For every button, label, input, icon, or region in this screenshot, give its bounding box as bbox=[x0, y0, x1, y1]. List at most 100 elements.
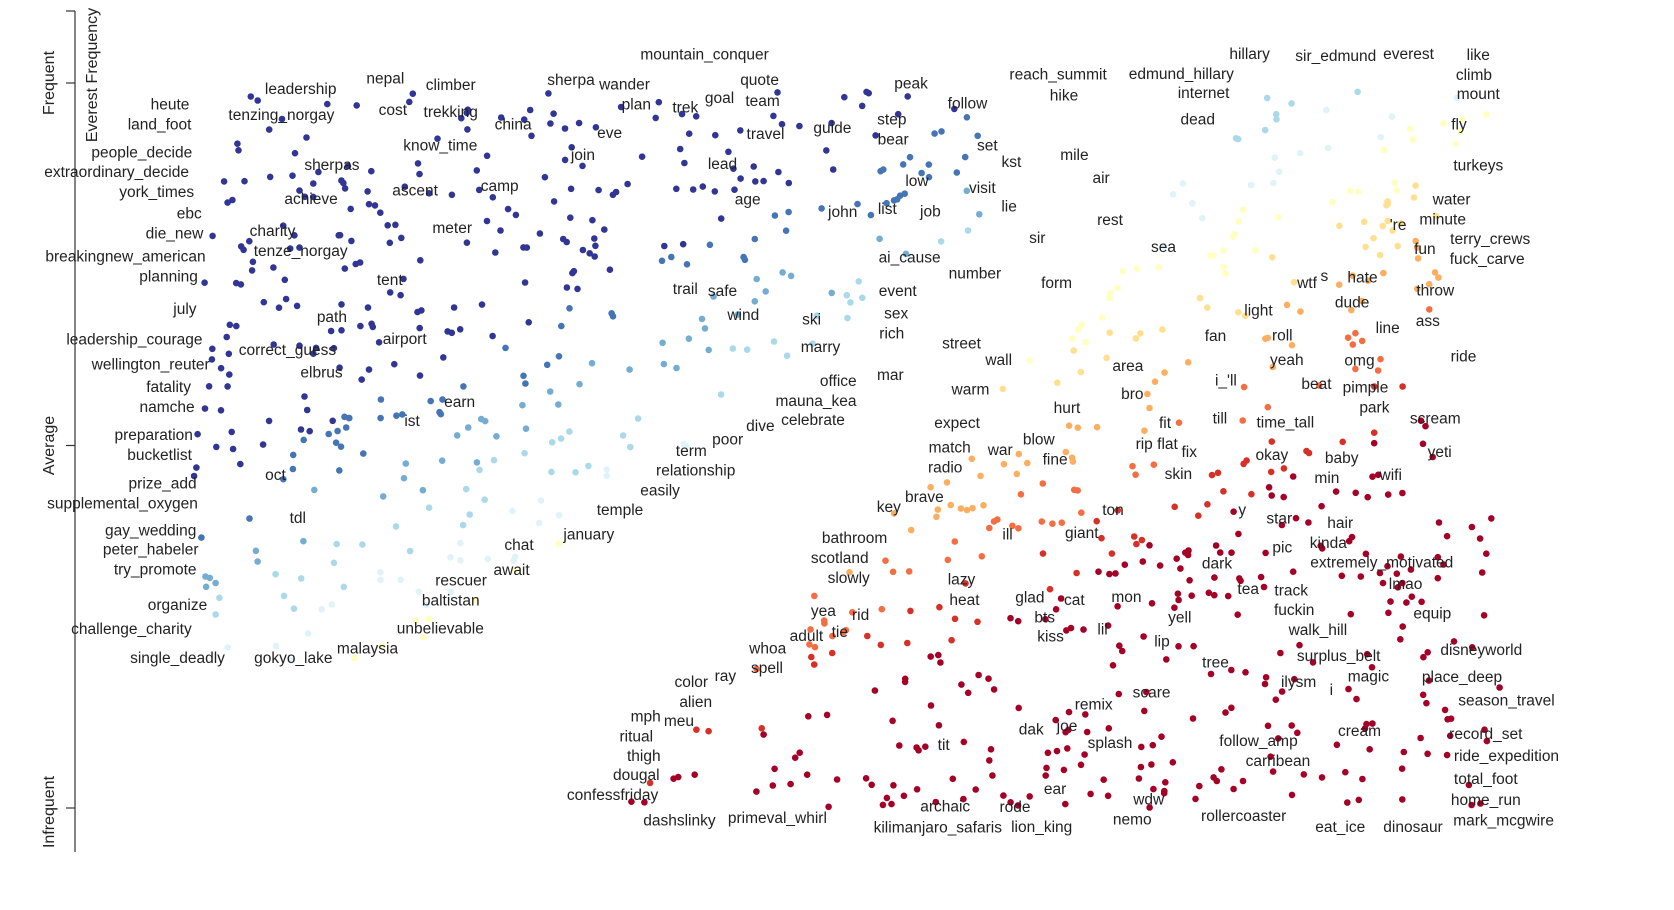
data-point[interactable] bbox=[358, 376, 366, 383]
data-point[interactable] bbox=[1222, 270, 1229, 277]
data-point[interactable] bbox=[1073, 569, 1080, 577]
data-point[interactable] bbox=[1229, 233, 1237, 240]
data-point[interactable] bbox=[1053, 747, 1061, 755]
data-point[interactable] bbox=[725, 148, 732, 156]
data-point[interactable] bbox=[762, 288, 769, 295]
data-point[interactable] bbox=[1370, 439, 1378, 447]
term-label[interactable]: malaysia bbox=[337, 640, 399, 657]
data-point[interactable] bbox=[289, 465, 297, 473]
data-point[interactable] bbox=[1149, 741, 1157, 749]
term-label[interactable]: january bbox=[562, 527, 614, 544]
term-label[interactable]: wellington_reuter bbox=[91, 356, 210, 373]
data-point[interactable] bbox=[864, 632, 871, 640]
data-point[interactable] bbox=[275, 304, 283, 312]
term-label[interactable]: kilimanjaro_safaris bbox=[874, 820, 1003, 837]
data-point[interactable] bbox=[329, 417, 337, 425]
data-point[interactable] bbox=[935, 722, 943, 729]
data-point[interactable] bbox=[947, 501, 954, 509]
data-point[interactable] bbox=[681, 159, 688, 167]
data-point[interactable] bbox=[1146, 404, 1153, 412]
data-point[interactable] bbox=[1318, 774, 1326, 781]
term-label[interactable]: office bbox=[820, 373, 857, 390]
data-point[interactable] bbox=[1114, 603, 1121, 610]
data-point[interactable] bbox=[483, 217, 491, 225]
data-point[interactable] bbox=[699, 183, 707, 190]
data-point[interactable] bbox=[386, 239, 394, 247]
term-label[interactable]: nemo bbox=[1113, 811, 1152, 828]
data-point[interactable] bbox=[1069, 458, 1077, 465]
term-label[interactable]: wdw bbox=[1132, 792, 1165, 809]
data-point[interactable] bbox=[1074, 326, 1082, 333]
term-label[interactable]: easily bbox=[640, 482, 680, 499]
data-point[interactable] bbox=[1408, 593, 1416, 600]
term-label[interactable]: try_promote bbox=[114, 562, 197, 579]
data-point[interactable] bbox=[1374, 367, 1382, 374]
data-point[interactable] bbox=[555, 540, 563, 547]
data-point[interactable] bbox=[1114, 507, 1122, 514]
term-label[interactable]: wind bbox=[726, 307, 759, 324]
data-point[interactable] bbox=[497, 114, 505, 121]
data-point[interactable] bbox=[1133, 265, 1141, 272]
data-point[interactable] bbox=[1080, 626, 1087, 633]
data-point[interactable] bbox=[1432, 212, 1440, 220]
data-point[interactable] bbox=[1058, 519, 1066, 526]
data-point[interactable] bbox=[933, 513, 940, 521]
data-point[interactable] bbox=[1422, 422, 1429, 430]
data-point[interactable] bbox=[705, 346, 712, 354]
data-point[interactable] bbox=[879, 801, 887, 809]
term-label[interactable]: hair bbox=[1327, 515, 1353, 532]
data-point[interactable] bbox=[412, 616, 420, 624]
data-point[interactable] bbox=[698, 315, 706, 323]
data-point[interactable] bbox=[311, 486, 318, 494]
term-label[interactable]: splash bbox=[1088, 735, 1133, 752]
data-point[interactable] bbox=[905, 568, 913, 575]
data-point[interactable] bbox=[1098, 534, 1105, 542]
data-point[interactable] bbox=[462, 485, 470, 493]
data-point[interactable] bbox=[1007, 614, 1014, 622]
data-point[interactable] bbox=[341, 185, 349, 192]
term-label[interactable]: wtf bbox=[1296, 275, 1318, 292]
data-point[interactable] bbox=[904, 639, 911, 647]
data-point[interactable] bbox=[592, 124, 600, 131]
data-point[interactable] bbox=[820, 617, 828, 624]
term-label[interactable]: number bbox=[949, 266, 1002, 283]
data-point[interactable] bbox=[286, 245, 294, 252]
data-point[interactable] bbox=[1268, 492, 1275, 499]
data-point[interactable] bbox=[1262, 549, 1269, 557]
term-label[interactable]: everest bbox=[1383, 46, 1435, 63]
term-label[interactable]: sherpas bbox=[304, 157, 359, 174]
data-point[interactable] bbox=[1371, 383, 1378, 390]
data-point[interactable] bbox=[303, 134, 310, 141]
term-label[interactable]: ritual bbox=[619, 728, 653, 745]
data-point[interactable] bbox=[1161, 243, 1168, 250]
data-point[interactable] bbox=[743, 346, 751, 354]
data-point[interactable] bbox=[416, 324, 424, 332]
data-point[interactable] bbox=[963, 506, 971, 514]
data-point[interactable] bbox=[785, 208, 792, 216]
data-point[interactable] bbox=[1095, 568, 1102, 575]
data-point[interactable] bbox=[336, 467, 343, 474]
data-point[interactable] bbox=[960, 738, 968, 746]
data-point[interactable] bbox=[894, 110, 902, 118]
term-label[interactable]: alien bbox=[679, 694, 712, 711]
data-point[interactable] bbox=[1024, 459, 1031, 467]
data-point[interactable] bbox=[1379, 222, 1386, 230]
term-label[interactable]: tree bbox=[1202, 654, 1229, 671]
data-point[interactable] bbox=[1039, 550, 1047, 557]
data-point[interactable] bbox=[1247, 181, 1255, 189]
data-point[interactable] bbox=[592, 242, 599, 250]
data-point[interactable] bbox=[521, 279, 529, 286]
data-point[interactable] bbox=[291, 149, 299, 157]
data-point[interactable] bbox=[918, 169, 925, 177]
data-point[interactable] bbox=[1207, 670, 1215, 678]
data-point[interactable] bbox=[341, 265, 349, 272]
data-point[interactable] bbox=[291, 232, 298, 239]
data-point[interactable] bbox=[1412, 237, 1419, 245]
term-label[interactable]: temple bbox=[597, 502, 644, 519]
data-point[interactable] bbox=[1358, 297, 1365, 305]
data-point[interactable] bbox=[712, 131, 719, 139]
data-point[interactable] bbox=[953, 169, 961, 176]
data-point[interactable] bbox=[569, 269, 576, 277]
term-label[interactable]: hurt bbox=[1054, 400, 1081, 417]
data-point[interactable] bbox=[550, 110, 557, 117]
